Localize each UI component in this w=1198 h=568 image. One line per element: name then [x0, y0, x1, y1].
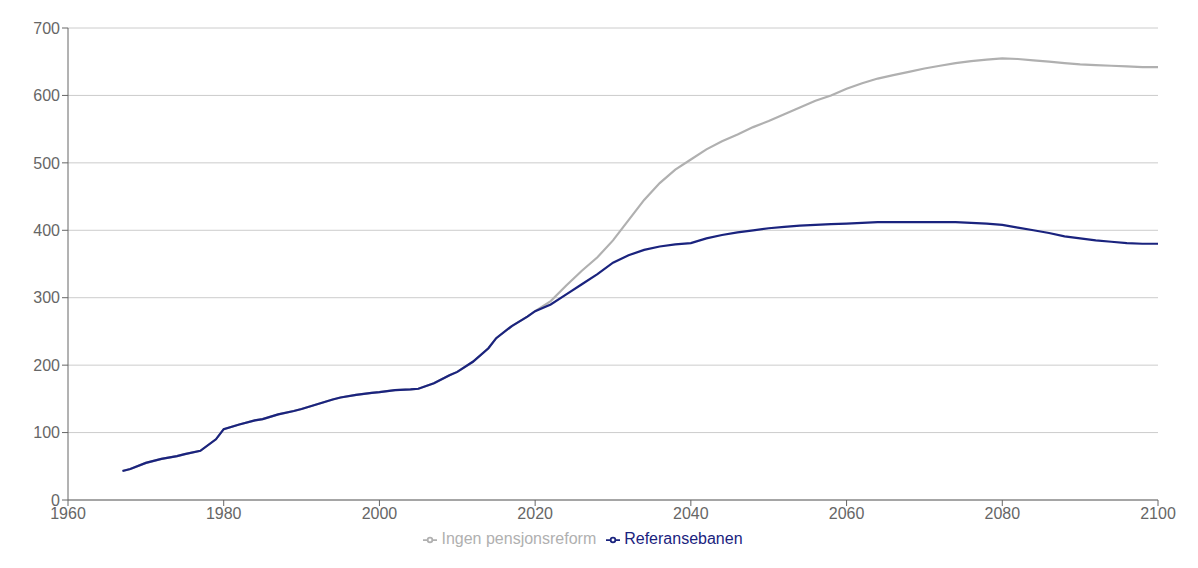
svg-text:2060: 2060	[829, 505, 865, 522]
svg-text:300: 300	[33, 289, 60, 306]
svg-text:600: 600	[33, 87, 60, 104]
svg-text:0: 0	[51, 492, 60, 509]
svg-text:2100: 2100	[1140, 505, 1176, 522]
svg-text:2040: 2040	[673, 505, 709, 522]
svg-text:2020: 2020	[517, 505, 553, 522]
svg-text:100: 100	[33, 424, 60, 441]
svg-text:2080: 2080	[984, 505, 1020, 522]
svg-text:400: 400	[33, 222, 60, 239]
svg-text:500: 500	[33, 155, 60, 172]
svg-text:2000: 2000	[362, 505, 398, 522]
html-text:Ingen pensjonsreform: Ingen pensjonsreform	[441, 530, 597, 547]
html-text:Referansebanen: Referansebanen	[624, 530, 743, 547]
svg-text:700: 700	[33, 20, 60, 37]
svg-text:200: 200	[33, 357, 60, 374]
svg-text:1980: 1980	[206, 505, 242, 522]
svg-text:1960: 1960	[50, 505, 86, 523]
